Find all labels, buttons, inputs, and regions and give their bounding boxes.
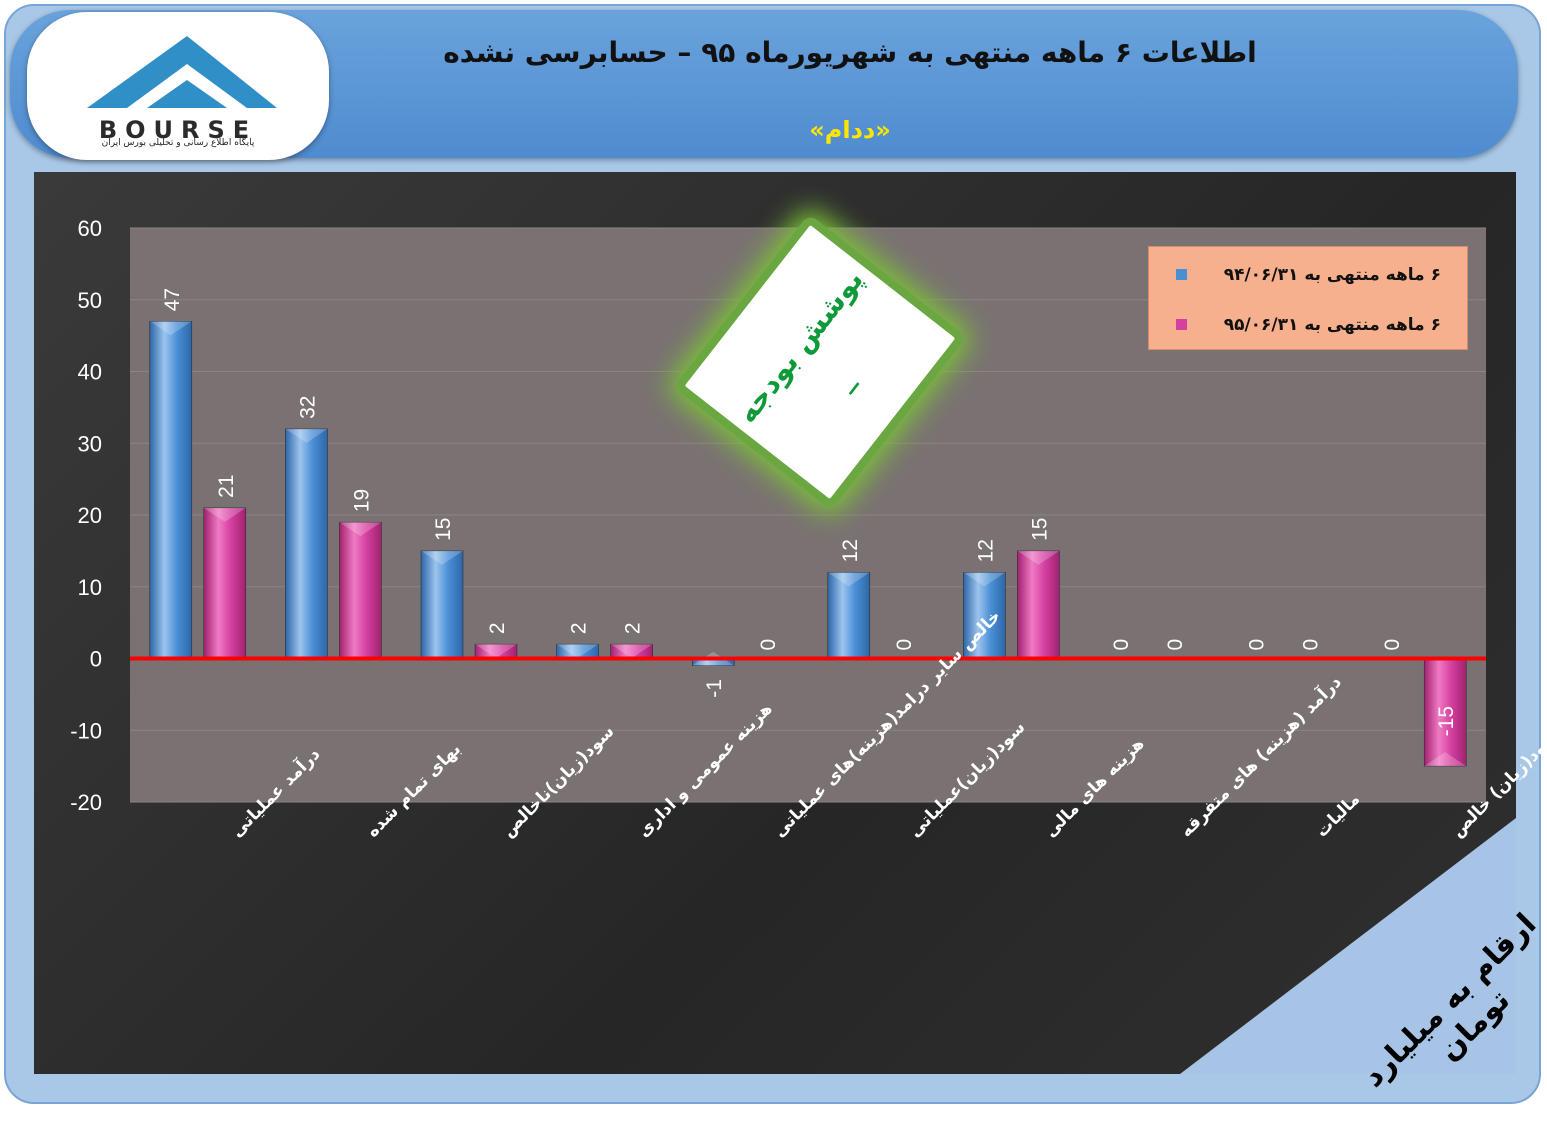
bar-series-1 [827,572,871,659]
data-label: 21 [215,474,238,497]
y-tick-label: 60 [78,216,102,241]
data-label: 0 [1381,639,1404,651]
data-label: -15 [1435,706,1458,736]
data-label: 15 [1028,518,1051,541]
logo: BOURSE پایگاه اطلاع رسانی و تحلیلی بورس … [27,12,329,160]
data-label: 0 [1110,639,1133,651]
y-tick-label: 40 [78,360,102,385]
chart-legend: ۶ ماهه منتهی به ۹۴/۰۶/۳۱ ۶ ماهه منتهی به… [1148,246,1468,350]
logo-word: BOURSE [98,116,258,144]
bar-series-1 [963,572,1006,659]
bar-series-2 [339,521,382,659]
y-tick-label: 10 [78,575,102,600]
data-label: 0 [1164,639,1187,651]
legend-swatch-series-1 [1176,269,1187,280]
bar-cap [421,550,463,565]
data-label: 47 [161,288,184,311]
y-tick-label: 30 [78,431,102,456]
bar-cap [963,572,1006,587]
data-label: 19 [350,489,373,512]
y-tick-label: 0 [90,647,102,672]
company-name: «ددام» [809,116,891,144]
y-tick-label: 20 [78,503,102,528]
data-label: 0 [893,639,916,651]
data-label: 0 [1300,639,1323,651]
y-tick-label: -10 [70,718,102,743]
page-title: اطلاعات ۶ ماهه منتهی به شهریورماه ۹۵ – ح… [443,36,1257,69]
bar-series-1 [420,550,464,659]
data-label: -1 [703,679,726,698]
data-label: 0 [1246,639,1269,651]
bar-cap [285,428,328,443]
data-label: 15 [432,518,455,541]
logo-subtitle: پایگاه اطلاع رسانی و تحلیلی بورس ایران [101,138,255,148]
bar-cap [475,644,517,659]
bar-cap [610,644,653,659]
bar-series-2 [1017,550,1060,659]
logo-mark-icon [87,36,277,108]
data-label: 0 [757,639,780,651]
data-label: 2 [486,622,509,634]
legend-label-1: ۶ ماهه منتهی به ۹۴/۰۶/۳۱ [1223,265,1441,285]
bar-cap [203,507,246,522]
y-tick-label: -20 [70,790,102,815]
bar-cap [827,572,870,587]
bar-series-1 [285,428,328,659]
legend-swatch-series-2 [1176,319,1187,330]
data-label: 2 [568,622,591,634]
data-label: 32 [296,396,319,419]
bar-series-2 [203,507,247,659]
data-label: 12 [974,539,997,562]
y-tick-label: 50 [78,288,102,313]
data-label: 12 [839,539,862,562]
data-label: 2 [622,622,645,634]
bar-cap [556,644,599,659]
bar-series-1 [149,321,193,659]
legend-label-2: ۶ ماهه منتهی به ۹۵/۰۶/۳۱ [1223,315,1441,335]
bar-cap [149,321,192,336]
bar-cap [1017,550,1060,565]
bar-cap [1424,752,1467,767]
bar-cap [339,522,382,537]
